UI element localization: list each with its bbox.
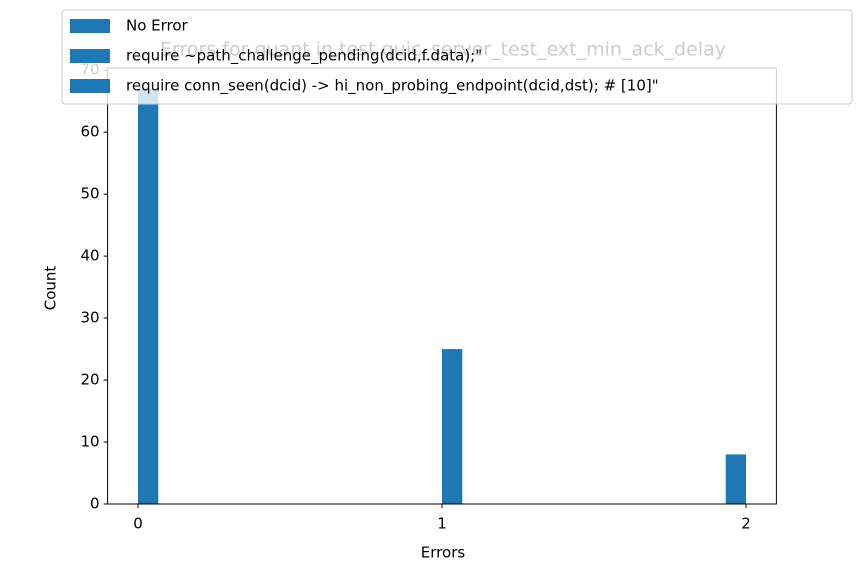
y-axis-label: Count: [42, 266, 60, 311]
y-tick-label: 20: [81, 371, 100, 389]
y-tick-label: 10: [81, 433, 100, 451]
x-tick-label: 2: [741, 515, 751, 533]
y-tick-label: 0: [90, 495, 100, 513]
legend-box: [61, 9, 853, 105]
y-tick-label: 40: [81, 247, 100, 265]
y-tick-label: 50: [81, 185, 100, 203]
legend-swatch: [70, 49, 110, 63]
legend-swatch: [70, 79, 110, 93]
x-tick-label: 0: [133, 515, 143, 533]
legend-label: No Error: [126, 17, 189, 35]
legend-label: require ~path_challenge_pending(dcid,f.d…: [126, 47, 482, 66]
x-tick-label: 1: [437, 515, 447, 533]
y-tick-label: 30: [81, 309, 100, 327]
bar: [725, 454, 746, 504]
x-axis-label: Errors: [421, 544, 466, 562]
bar: [442, 349, 463, 504]
bar: [138, 88, 159, 504]
legend-swatch: [70, 19, 110, 33]
y-tick-label: 60: [81, 123, 100, 141]
legend-label: require conn_seen(dcid) -> hi_non_probin…: [126, 77, 659, 96]
